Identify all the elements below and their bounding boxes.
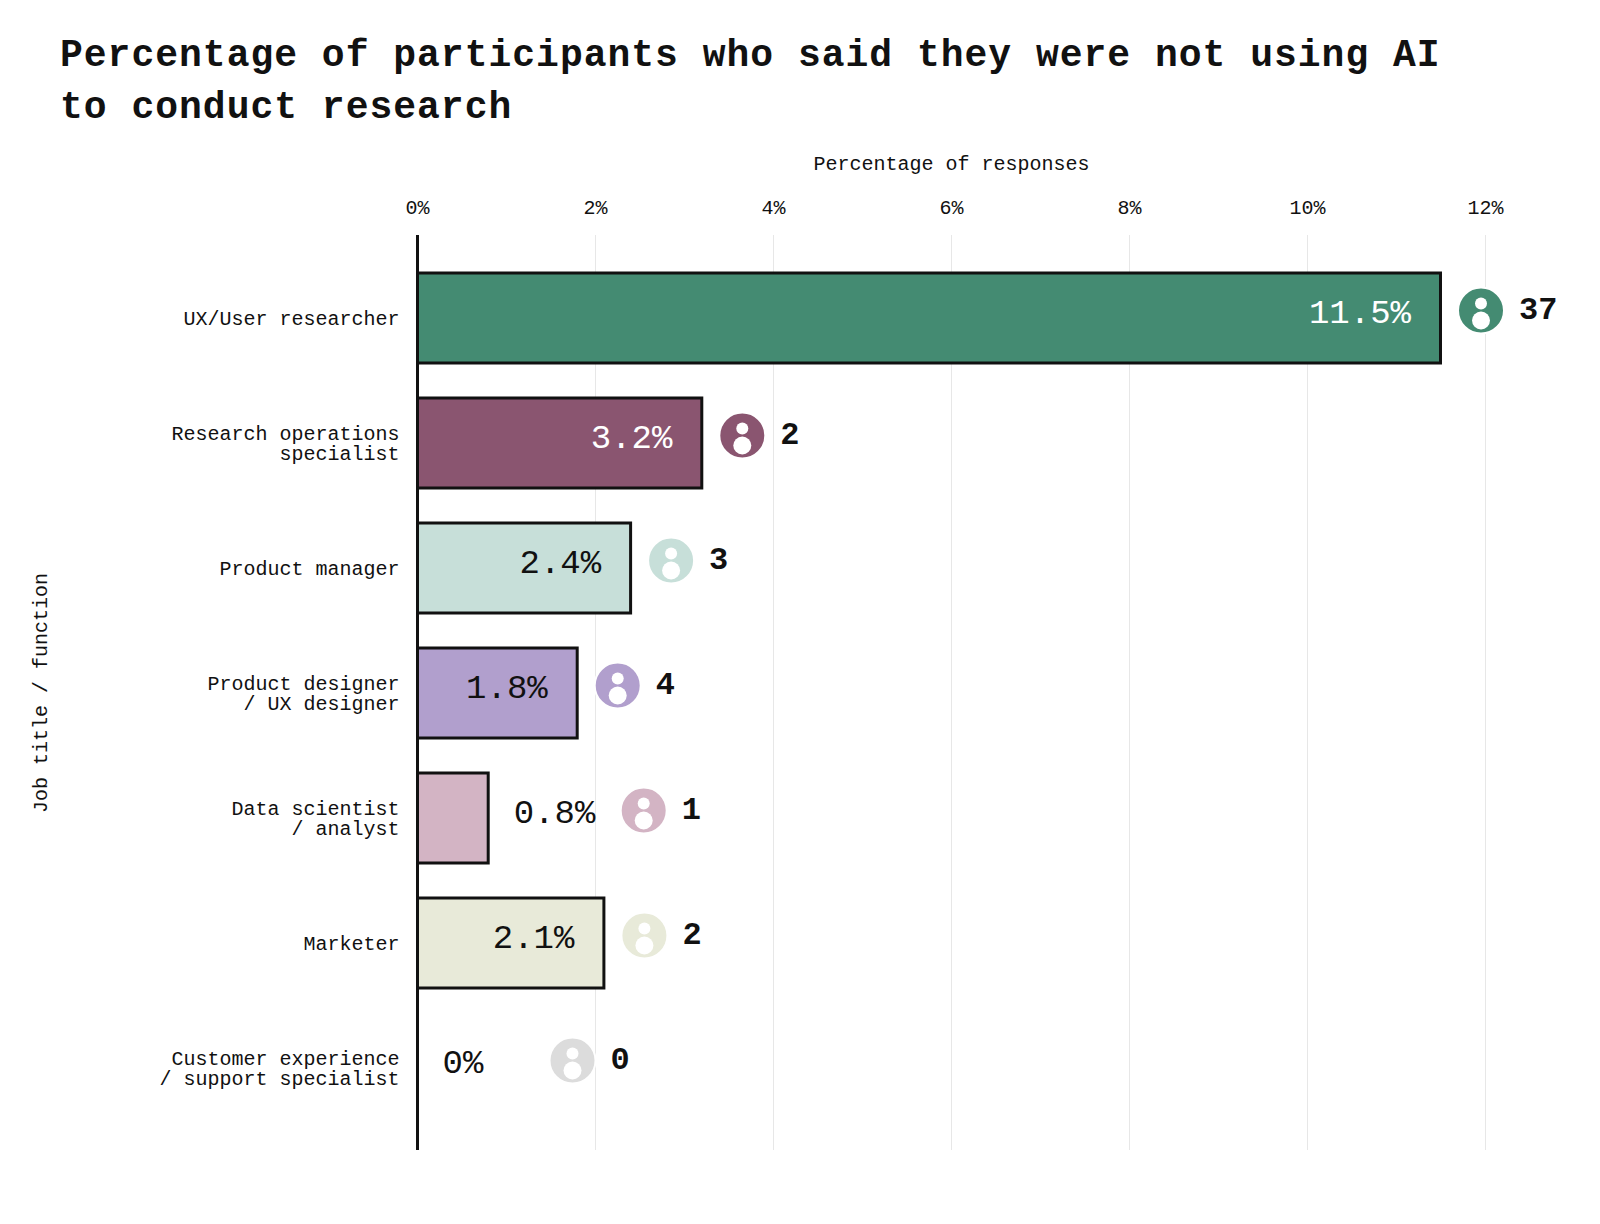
svg-text:2.1%: 2.1% — [493, 920, 575, 958]
svg-text:10%: 10% — [1289, 197, 1326, 220]
html-text:Percentage of participants who: Percentage of participants who said they… — [60, 34, 1441, 129]
svg-text:Product designer/ UX designer: Product designer/ UX designer — [207, 673, 399, 716]
svg-text:12%: 12% — [1467, 197, 1504, 220]
svg-text:UX/User researcher: UX/User researcher — [183, 308, 399, 331]
svg-text:11.5%: 11.5% — [1309, 295, 1412, 333]
svg-text:2.4%: 2.4% — [519, 545, 601, 583]
svg-text:4%: 4% — [761, 197, 786, 220]
svg-text:2: 2 — [780, 417, 799, 454]
svg-text:0: 0 — [611, 1042, 630, 1079]
svg-text:37: 37 — [1519, 292, 1557, 329]
svg-text:0%: 0% — [443, 1045, 484, 1083]
svg-text:Product manager: Product manager — [219, 558, 399, 581]
svg-text:Research operationsspecialist: Research operationsspecialist — [171, 423, 399, 466]
svg-text:0%: 0% — [405, 197, 430, 220]
svg-text:Data scientist/ analyst: Data scientist/ analyst — [231, 798, 399, 841]
svg-text:Marketer: Marketer — [303, 933, 399, 956]
svg-text:3.2%: 3.2% — [591, 420, 673, 458]
svg-text:2: 2 — [682, 917, 701, 954]
svg-text:4: 4 — [656, 667, 675, 704]
svg-text:6%: 6% — [939, 197, 964, 220]
svg-text:2%: 2% — [583, 197, 608, 220]
svg-text:Customer experience/ support s: Customer experience/ support specialist — [159, 1048, 399, 1091]
svg-text:1: 1 — [682, 792, 701, 829]
svg-text:3: 3 — [709, 542, 728, 579]
svg-text:Job title / function: Job title / function — [30, 573, 53, 813]
svg-text:Percentage of responses: Percentage of responses — [813, 153, 1089, 176]
svg-text:0.8%: 0.8% — [514, 795, 596, 833]
svg-text:1.8%: 1.8% — [466, 670, 548, 708]
svg-text:8%: 8% — [1117, 197, 1142, 220]
